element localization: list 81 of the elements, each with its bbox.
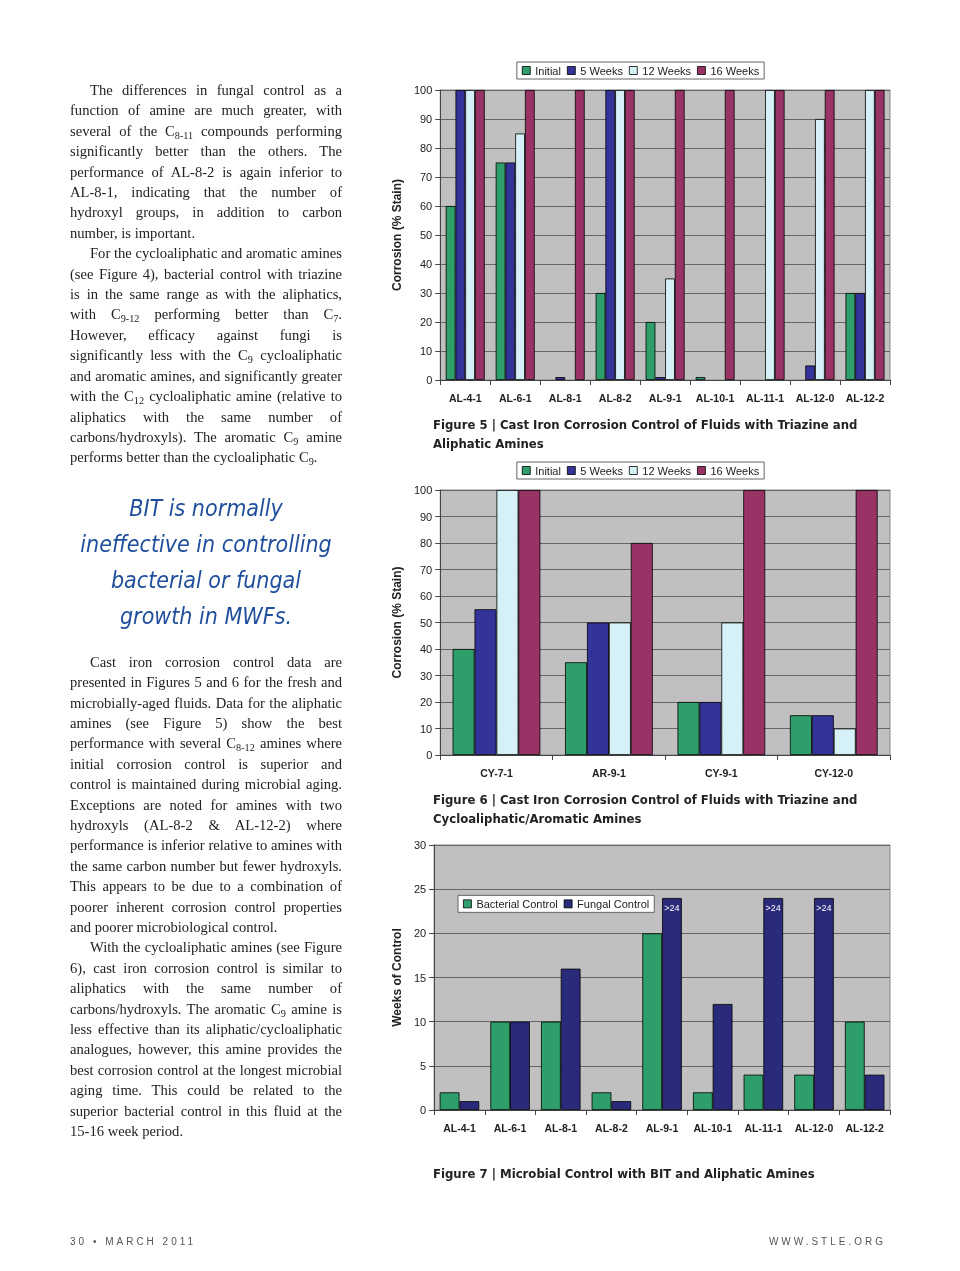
legend-label: 16 Weeks (710, 464, 760, 477)
bar (574, 90, 585, 380)
x-tick-label: AL-6-1 (498, 391, 532, 404)
x-tick-label: AL-11-1 (744, 1121, 783, 1134)
y-tick-label: 25 (413, 883, 427, 896)
text: WWW.STLE.ORG (768, 1236, 886, 1247)
x-tick-label: CY-7-1 (480, 766, 513, 779)
y-tick-label: 40 (420, 258, 433, 270)
text: With the cycloaliphatic amines (see Figure 6), cast iron corrosion control is similar to aliphatics with the same number of carbons/hydroxyls. The aromatic C$_{9}$ amine is less effective than its aliphatic/cycloaliphatic analogues, however, this amine provides the best corrosion control at the longest microbial aging time. This could be related to the superior bacterial control in this fluid at the 15-16 week period. (70, 939, 342, 1140)
y-tick-label: 90 (420, 113, 433, 125)
y-tick-label: 60 (420, 590, 433, 602)
text: Figure 6 | Cast Iron Corrosion Control of Fluids with Triazine and Cycloaliphatic/Aromatic Amines (433, 792, 862, 826)
x-tick-label: AL-8-1 (544, 1121, 578, 1134)
legend-label: 5 Weeks (580, 64, 624, 77)
text: The differences in fungal control as a function of amine are much greater, with several of the C$_{8-11}$ compounds performing significantly better than the others. The performance of AL-8-2 is again inferior to AL-8-1, indicating that the number of hydroxyl groups, in addition to carbon number, is important. (70, 82, 342, 241)
legend-label: Fungal Control (577, 897, 650, 910)
y-tick-label: 60 (420, 200, 433, 212)
x-tick-label: AL-4-1 (443, 1121, 476, 1134)
y-tick-label: 80 (420, 537, 433, 549)
y-tick-label: 30 (420, 287, 433, 299)
y-tick-label: 20 (420, 696, 433, 708)
x-tick-label: AL-12-2 (845, 1121, 885, 1134)
y-tick-label: 10 (413, 1015, 427, 1028)
x-tick-label: AL-10-1 (695, 391, 735, 404)
x-tick-label: CY-9-1 (705, 766, 738, 779)
data-label: >24 (664, 902, 680, 913)
y-tick-label: 0 (426, 374, 433, 386)
x-tick-label: CY-12-0 (814, 766, 854, 779)
y-tick-label: 100 (413, 84, 433, 96)
y-tick-label: 70 (420, 171, 433, 183)
x-tick-label: AL-11-1 (746, 391, 785, 404)
x-tick-label: AR-9-1 (591, 766, 626, 779)
y-tick-label: 50 (420, 616, 433, 629)
y-tick-label: 80 (420, 142, 433, 154)
y-tick-label: 15 (413, 971, 427, 984)
bar (555, 377, 566, 380)
y-axis-title: Corrosion (% Stain) (390, 566, 404, 679)
y-tick-label: 5 (420, 1059, 427, 1072)
y-tick-label: 40 (420, 643, 433, 655)
legend-label: 12 Weeks (642, 464, 692, 477)
x-tick-label: AL-6-1 (493, 1121, 527, 1134)
x-tick-label: AL-4-1 (448, 391, 482, 404)
text: Cast iron corrosion control data are presented in Figures 5 and 6 for the fresh and microbially-aged fluids. Data for the aliphatic amines (see Figure 5) show the best performance with several C$_{8-12}$ amines where initial corrosion control is superior and control is maintained during microbial aging. Exceptions are noted for amines with two hydroxyls (AL-8-2 & AL-12-2) where performance is inferior relative to amines with the same carbon number but fewer hydroxyls. This appears to be due to a combination of poorer inherent corrosion control properties and poorer microbiological control. (70, 653, 342, 935)
x-tick-label: AL-10-1 (693, 1121, 733, 1134)
y-axis-title: Weeks of Control (390, 928, 404, 1027)
x-tick-label: AL-8-1 (548, 391, 582, 404)
x-tick-label: AL-8-2 (595, 1121, 628, 1134)
y-tick-label: 0 (420, 1104, 427, 1116)
x-tick-label: AL-8-2 (598, 391, 632, 404)
x-tick-label: AL-12-2 (845, 391, 885, 404)
bar (695, 377, 706, 380)
y-tick-label: 100 (413, 484, 433, 496)
legend-label: Bacterial Control (476, 897, 558, 910)
data-label: >24 (765, 902, 781, 913)
y-tick-label: 30 (413, 839, 427, 851)
y-tick-label: 50 (420, 229, 433, 241)
legend-label: Initial (535, 464, 561, 477)
y-tick-label: 70 (420, 563, 433, 576)
text: 30 • MARCH 2011 (70, 1236, 197, 1247)
legend-label: 16 Weeks (710, 64, 760, 77)
y-tick-label: 30 (420, 669, 433, 682)
y-tick-label: 10 (420, 722, 433, 735)
x-tick-label: AL-9-1 (645, 1121, 679, 1134)
bar (724, 90, 735, 380)
text: Figure 5 | Cast Iron Corrosion Control of Fluids with Triazine and Aliphatic Amines (433, 417, 862, 451)
x-tick-label: AL-12-0 (794, 1121, 834, 1134)
data-label: >24 (816, 902, 832, 913)
y-tick-label: 0 (426, 749, 433, 761)
legend-label: 12 Weeks (642, 64, 692, 77)
y-tick-label: 90 (420, 510, 433, 523)
y-tick-label: 10 (420, 345, 433, 357)
text: For the cycloaliphatic and aromatic amines (see Figure 4), bacterial control with triazine is in the same range as with the aliphatics, with C$_{9-12}$ performing better than C$_{7}$. However, efficacy against fungi is significantly less with the C$_{9}$ cycloaliphatic and aromatic amines, and significantly greater with the C$_{12}$ cycloaliphatic amine (relative to aliphatics with the same number of carbons/hydroxyls). The aromatic C$_{9}$ amine performs better than the cycloaliphatic C$_{9}$. (70, 245, 343, 468)
y-tick-label: 20 (420, 316, 433, 328)
y-axis-title: Corrosion (% Stain) (390, 178, 404, 292)
y-tick-label: 20 (413, 927, 427, 940)
legend-label: Initial (535, 64, 561, 77)
text: Figure 7 | Microbial Control with BIT and Aliphatic Amines (433, 1166, 815, 1181)
legend-label: 5 Weeks (580, 464, 624, 477)
x-tick-label: AL-12-0 (795, 391, 835, 404)
text: BIT is normally ineffective in controlling bacterial or fungal growth in MWFs. (79, 493, 333, 631)
x-tick-label: AL-9-1 (648, 391, 682, 404)
